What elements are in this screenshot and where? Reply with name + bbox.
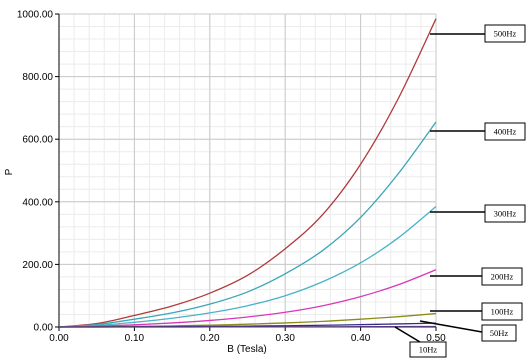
minor-grid bbox=[58, 13, 437, 328]
callout-box-100hz bbox=[481, 302, 523, 321]
y-tick-label: 800.00 bbox=[22, 72, 53, 83]
callout-label-500hz: 500Hz bbox=[494, 29, 517, 39]
series-line-500hz bbox=[58, 18, 437, 328]
callout-label-300hz: 300Hz bbox=[494, 209, 517, 219]
x-tick-label: 0.20 bbox=[200, 333, 220, 344]
x-tick-label: 0.50 bbox=[426, 333, 446, 344]
series-line-10hz bbox=[58, 325, 437, 328]
callout-label-10hz: 10Hz bbox=[419, 345, 438, 355]
callout-leader-50hz bbox=[419, 320, 483, 333]
callout-label-100hz: 100Hz bbox=[491, 307, 514, 317]
callout-box-400hz bbox=[484, 122, 526, 141]
y-tick-label: 1000.00 bbox=[17, 10, 54, 21]
y-tick-label: 400.00 bbox=[22, 197, 53, 208]
axes bbox=[55, 13, 437, 331]
series-line-400hz bbox=[58, 121, 437, 328]
callout-box-500hz bbox=[484, 24, 526, 43]
callout-label-400hz: 400Hz bbox=[494, 127, 517, 137]
x-tick-label: 0.30 bbox=[275, 333, 295, 344]
y-tick-label: 200.00 bbox=[22, 260, 53, 271]
tick-labels: 0.00 0.10 0.20 0.30 0.40 0.50 0.00 200.00 400.00… bbox=[17, 10, 446, 345]
x-axis-title: B (Tesla) bbox=[227, 344, 266, 355]
callout-box-50hz bbox=[481, 324, 517, 342]
major-grid bbox=[58, 13, 437, 328]
series-line-200hz bbox=[58, 269, 437, 328]
callout-box-300hz bbox=[484, 204, 526, 223]
callout-label-50hz: 50Hz bbox=[490, 328, 509, 338]
callout-label-200hz: 200Hz bbox=[491, 272, 514, 282]
callout-leader-10hz bbox=[394, 326, 421, 343]
y-axis-title: P bbox=[4, 168, 15, 175]
callout-box-10hz bbox=[409, 341, 447, 358]
y-tick-label: 600.00 bbox=[22, 135, 53, 146]
x-tick-label: 0.10 bbox=[125, 333, 145, 344]
series-line-300hz bbox=[58, 205, 437, 328]
callout-box-200hz bbox=[481, 267, 523, 286]
x-tick-label: 0.00 bbox=[49, 333, 69, 344]
series-lines bbox=[58, 18, 437, 328]
y-tick-label: 0.00 bbox=[34, 323, 54, 334]
series-callouts: 500Hz 400Hz 300Hz 200Hz 100Hz 50Hz 10Hz bbox=[394, 24, 526, 358]
x-tick-label: 0.40 bbox=[351, 333, 371, 344]
